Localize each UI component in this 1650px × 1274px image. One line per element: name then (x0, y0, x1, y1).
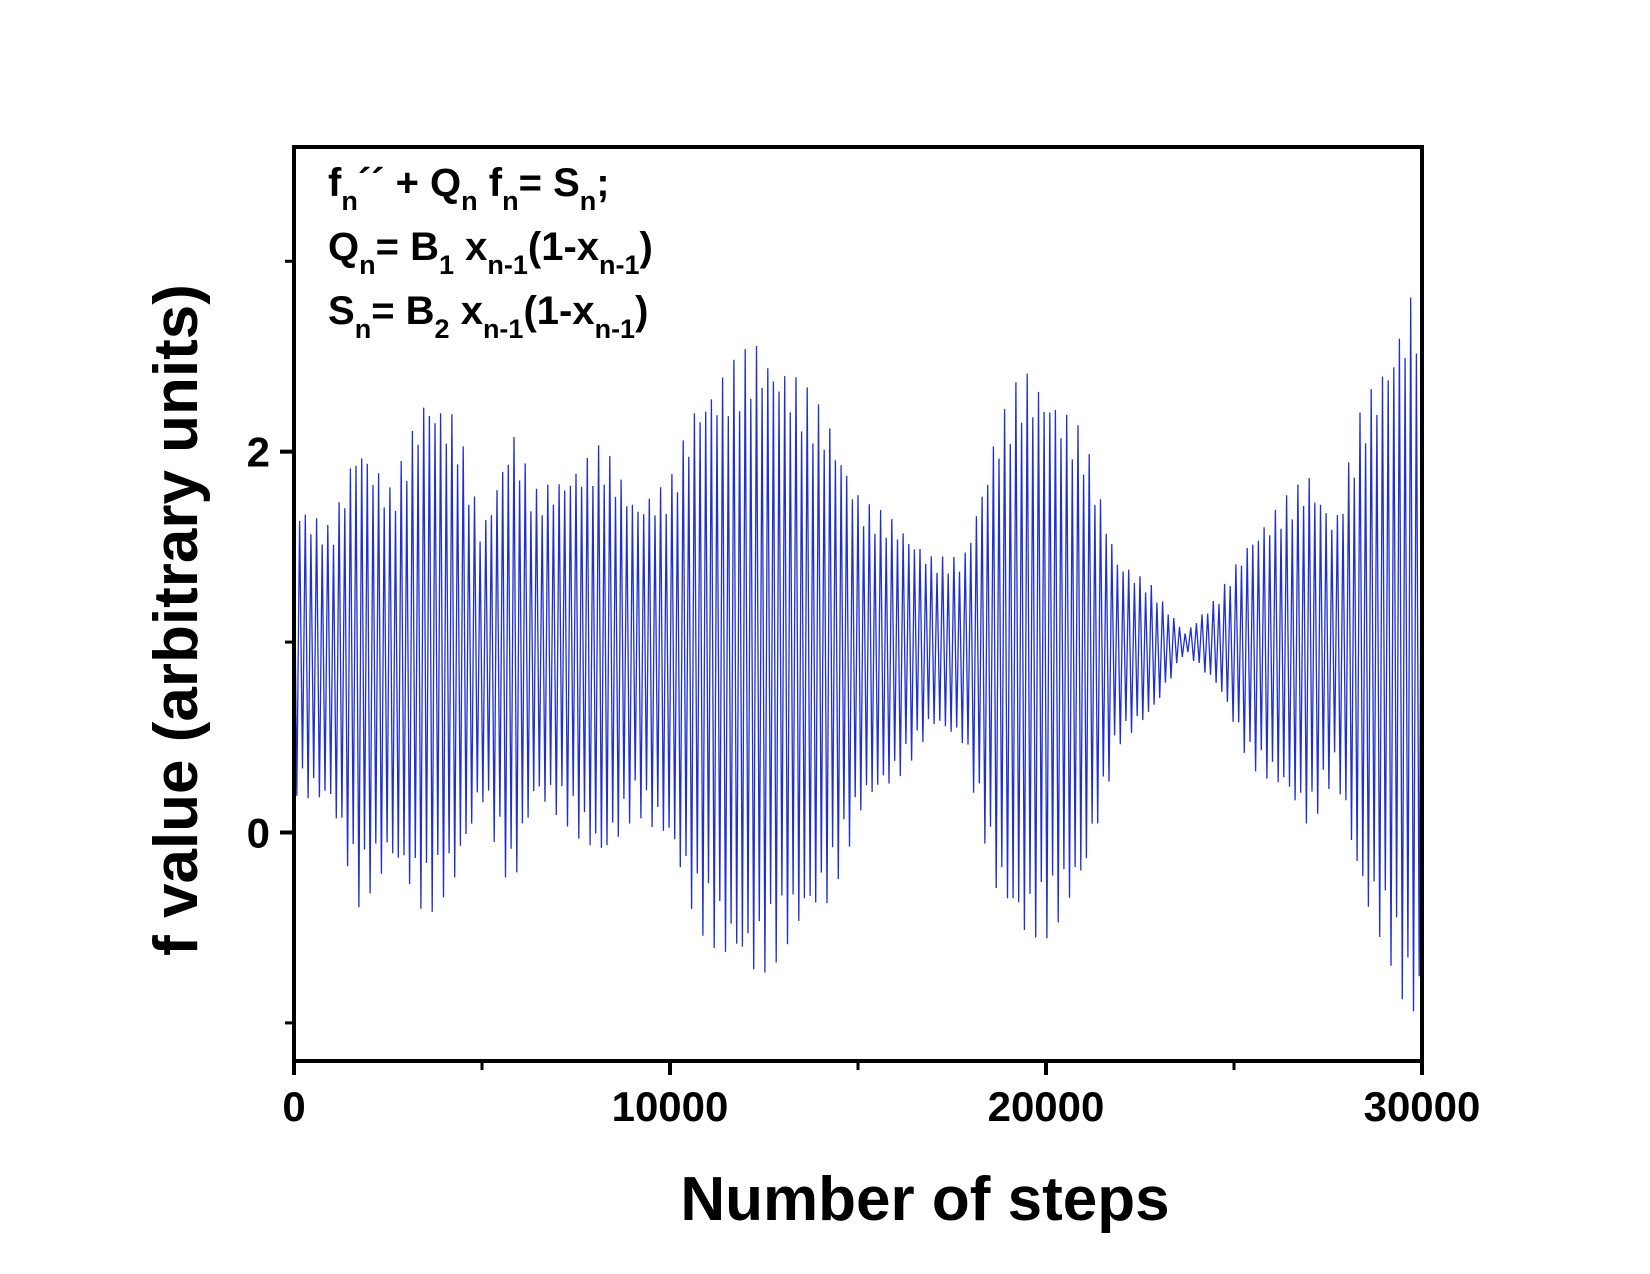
x-tick-label: 10000 (612, 1083, 729, 1130)
axis-ticks: 0 10000 20000 30000 0 2 (247, 259, 1481, 1130)
equation-line-2: Qn= B1 xn-1(1-xn-1) (328, 225, 653, 280)
y-axis-title: f value (arbitrary units) (142, 284, 211, 956)
signal-series-line (293, 280, 1423, 1012)
x-axis-title: Number of steps (680, 1165, 1169, 1234)
y-tick-label: 0 (247, 810, 270, 857)
y-tick-label: 2 (247, 429, 270, 476)
equation-line-3: Sn= B2 xn-1(1-xn-1) (328, 289, 648, 344)
x-tick-label: 20000 (988, 1083, 1105, 1130)
x-tick-label: 0 (282, 1083, 305, 1130)
plot-area (293, 280, 1423, 1012)
equation-block: fn´´ + Qn fn= Sn; Qn= B1 xn-1(1-xn-1) Sn… (328, 161, 653, 344)
x-tick-label: 30000 (1364, 1083, 1481, 1130)
equation-line-1: fn´´ + Qn fn= Sn; (328, 161, 610, 216)
plot-frame (292, 145, 1424, 1063)
